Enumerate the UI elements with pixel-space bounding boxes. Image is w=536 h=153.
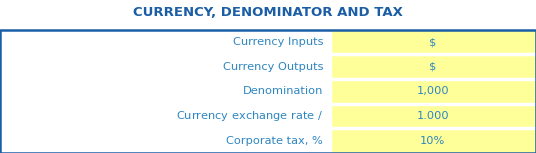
Text: Corporate tax, %: Corporate tax, % (226, 136, 323, 146)
Bar (330, 30, 536, 54)
Text: Currency Outputs: Currency Outputs (222, 62, 323, 72)
Bar (0, 104, 330, 128)
Text: $: $ (429, 62, 436, 72)
Text: Currency exchange rate $ / $: Currency exchange rate $ / $ (176, 109, 323, 123)
Bar (330, 104, 536, 128)
Text: Currency Inputs: Currency Inputs (233, 37, 323, 47)
Bar (0, 128, 330, 153)
Text: 1.000: 1.000 (416, 111, 449, 121)
Bar (0, 54, 330, 79)
Text: CURRENCY, DENOMINATOR AND TAX: CURRENCY, DENOMINATOR AND TAX (133, 6, 403, 19)
Text: $: $ (429, 37, 436, 47)
Bar (330, 79, 536, 104)
Bar (0, 30, 330, 54)
Text: Denomination: Denomination (243, 86, 323, 96)
Bar (0, 30, 536, 153)
Bar (330, 54, 536, 79)
Bar (0, 79, 330, 104)
Text: 1,000: 1,000 (416, 86, 449, 96)
Bar (330, 128, 536, 153)
Text: 10%: 10% (420, 136, 445, 146)
